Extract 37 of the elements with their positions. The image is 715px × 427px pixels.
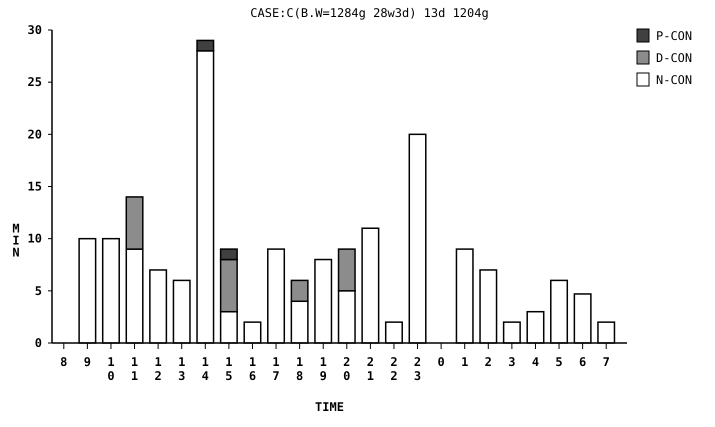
- x-tick-label: 0: [438, 355, 445, 369]
- x-tick-label: 4: [532, 355, 540, 369]
- x-tick-label: 7: [602, 355, 610, 369]
- y-tick-label: 15: [28, 180, 42, 194]
- legend-label: D-CON: [656, 51, 692, 65]
- x-tick-label: 5: [555, 355, 563, 369]
- x-tick-label: 6: [579, 355, 586, 369]
- x-tick-label: 12: [154, 355, 162, 383]
- y-tick-label: 5: [34, 284, 42, 298]
- x-tick-label: 11: [130, 355, 138, 383]
- x-tick-label: 15: [225, 355, 232, 383]
- x-tick-label: 13: [178, 355, 186, 383]
- y-tick-label: 30: [28, 23, 42, 37]
- y-tick-label: 0: [34, 336, 42, 350]
- x-tick-label: 17: [272, 355, 280, 383]
- x-tick-label: 16: [248, 355, 256, 383]
- x-tick-label: 1: [461, 355, 468, 369]
- legend-label: N-CON: [656, 73, 692, 87]
- x-tick-label: 21: [366, 355, 374, 383]
- x-tick-label: 9: [84, 355, 91, 369]
- x-tick-label: 22: [390, 355, 398, 383]
- x-tick-label: 18: [296, 355, 304, 383]
- x-tick-label: 3: [508, 355, 516, 369]
- x-tick-label: 2 0: [343, 355, 350, 383]
- y-tick-label: 10: [28, 232, 42, 246]
- x-tick-label: 8: [60, 355, 68, 369]
- x-tick-label: 2: [484, 355, 492, 369]
- y-tick-label: 20: [28, 127, 42, 142]
- y-tick-label: 25: [28, 75, 42, 90]
- x-tick-label: 23: [414, 355, 422, 383]
- chart-title: CASE:C(B.W=1284g 28w3d) 13d 1204g: [250, 6, 489, 20]
- legend-label: P-CON: [656, 29, 692, 43]
- x-tick-label: 14: [202, 355, 209, 383]
- x-tick-label: 19: [320, 355, 327, 383]
- x-axis-title: TIME: [315, 400, 344, 414]
- y-axis-title: MIN: [12, 222, 20, 260]
- x-tick-label: 1 0: [107, 355, 115, 383]
